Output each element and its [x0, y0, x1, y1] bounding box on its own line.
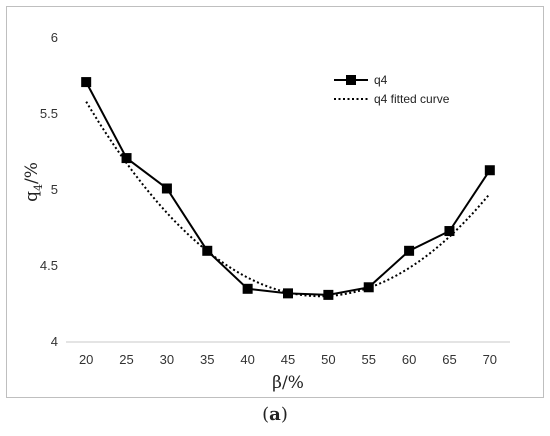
- x-tick-label: 70: [483, 352, 497, 367]
- caption-letter: a: [269, 404, 281, 425]
- x-tick-label: 60: [402, 352, 416, 367]
- chart-frame: [6, 6, 544, 398]
- legend-label-q4: q4: [374, 73, 388, 87]
- figure-caption: (a): [0, 404, 550, 425]
- x-tick-label: 40: [240, 352, 254, 367]
- y-tick-label: 4.5: [40, 258, 58, 273]
- x-tick-label: 55: [361, 352, 375, 367]
- x-axis-title: β/%: [272, 373, 304, 393]
- legend-label-q4-fitted-curve: q4 fitted curve: [374, 92, 450, 106]
- x-tick-label: 45: [281, 352, 295, 367]
- y-axis-title-suffix: /%: [22, 162, 42, 184]
- data-point-q4: [161, 183, 172, 194]
- y-tick-label: 6: [51, 30, 58, 45]
- data-point-q4: [444, 226, 455, 237]
- data-point-q4: [323, 289, 334, 300]
- series-markers-q4: [81, 77, 495, 300]
- data-point-q4: [202, 245, 213, 256]
- data-point-q4: [363, 282, 374, 293]
- legend: q4 q4 fitted curve: [334, 73, 450, 106]
- series-line-q4-fitted-curve: [85, 101, 491, 298]
- y-tick-labels: 4 4.5 5 5.5 6: [40, 30, 58, 349]
- x-tick-label: 65: [442, 352, 456, 367]
- y-axis-title: q4/%: [22, 162, 45, 202]
- x-tick-labels: 20 25 30 35 40 45 50 55 60 65 70: [79, 352, 497, 367]
- legend-marker-q4: [346, 75, 356, 85]
- caption-open: (: [262, 404, 270, 425]
- x-tick-label: 20: [79, 352, 93, 367]
- x-tick-label: 30: [160, 352, 174, 367]
- y-axis-title-main: q: [22, 191, 42, 202]
- data-point-q4: [404, 245, 415, 256]
- data-point-q4: [283, 288, 293, 299]
- series-line-q4: [85, 81, 491, 296]
- x-tick-label: 35: [200, 352, 214, 367]
- data-point-q4: [242, 283, 253, 294]
- data-point-q4: [81, 77, 92, 88]
- y-axis-title-subscript: 4: [32, 184, 45, 191]
- data-point-q4: [484, 165, 495, 176]
- x-tick-label: 50: [321, 352, 335, 367]
- caption-close: ): [280, 404, 288, 425]
- data-point-q4: [121, 153, 132, 164]
- y-tick-label: 5.5: [40, 106, 58, 121]
- y-tick-label: 5: [51, 182, 58, 197]
- x-tick-label: 25: [119, 352, 133, 367]
- y-tick-label: 4: [51, 334, 58, 349]
